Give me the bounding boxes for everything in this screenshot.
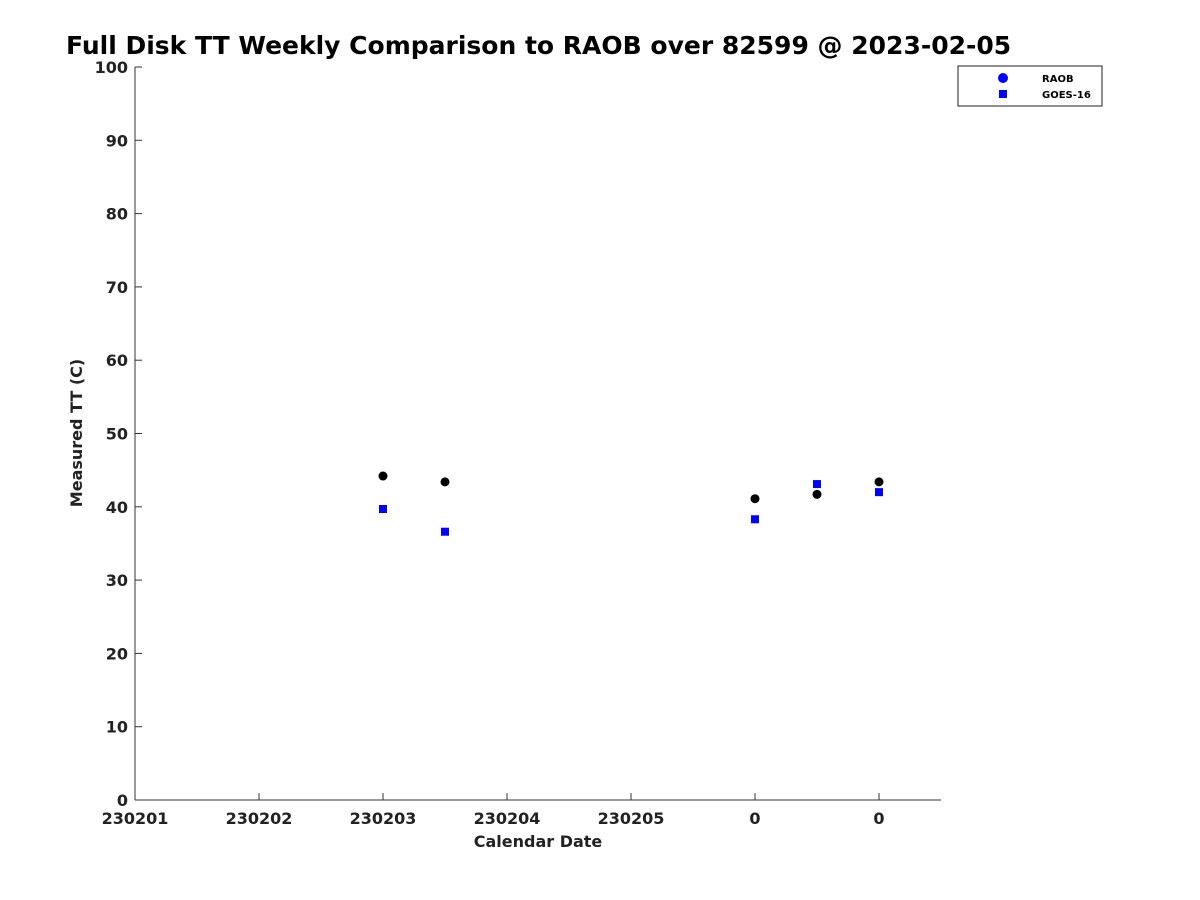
y-tick-label: 90 [106, 131, 128, 150]
y-tick-label: 30 [106, 571, 128, 590]
point-raob [874, 477, 884, 487]
point-goes-16 [441, 527, 449, 536]
x-tick-label: 0 [873, 809, 884, 828]
x-tick-label: 230203 [350, 809, 417, 828]
plot-axes [134, 67, 941, 801]
point-raob [440, 477, 450, 487]
legend: RAOB GOES-16 [957, 65, 1103, 107]
y-tick-label: 60 [106, 351, 128, 370]
x-tick-label: 230205 [598, 809, 665, 828]
legend-marker-raob [998, 73, 1008, 83]
x-ticks: 230201 230202 230203 230204 230205 0 0 [102, 793, 885, 828]
y-tick-label: 0 [117, 791, 128, 810]
x-tick-label: 0 [749, 809, 760, 828]
legend-box [957, 65, 1103, 107]
y-tick-label: 80 [106, 205, 128, 224]
y-tick-label: 40 [106, 498, 128, 517]
x-tick-label: 230201 [102, 809, 169, 828]
point-raob [378, 471, 388, 481]
legend-label-goes-16: GOES-16 [1042, 90, 1091, 101]
point-goes-16 [875, 488, 883, 497]
point-goes-16 [813, 480, 821, 489]
y-tick-label: 50 [106, 425, 128, 444]
x-axis-label: Calendar Date [474, 832, 603, 851]
y-tick-label: 70 [106, 278, 128, 297]
y-tick-label: 20 [106, 644, 128, 663]
y-axis-label: Measured TT (C) [67, 359, 86, 507]
chart-title: Full Disk TT Weekly Comparison to RAOB o… [66, 31, 1011, 60]
y-tick-label: 10 [106, 718, 128, 737]
point-goes-16 [379, 504, 387, 513]
y-ticks: 0 10 20 30 40 50 60 70 80 90 100 [95, 58, 142, 810]
x-tick-label: 230204 [474, 809, 541, 828]
data-points [378, 471, 884, 536]
legend-label-raob: RAOB [1042, 74, 1074, 85]
x-tick-label: 230202 [226, 809, 293, 828]
point-raob [812, 489, 822, 499]
y-tick-label: 100 [95, 58, 128, 77]
point-raob [750, 494, 760, 504]
point-goes-16 [751, 515, 759, 524]
legend-marker-goes-16 [999, 90, 1007, 98]
